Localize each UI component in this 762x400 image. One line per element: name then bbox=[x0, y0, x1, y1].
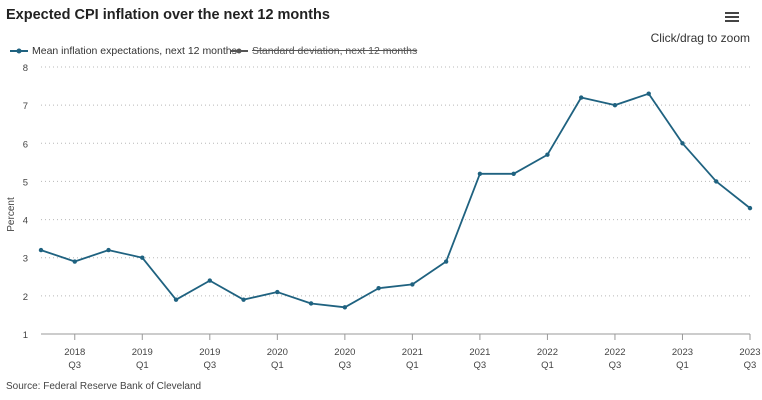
x-tick-year: 2020 bbox=[334, 347, 355, 358]
x-tick-quarter: Q3 bbox=[339, 360, 352, 371]
x-tick-year: 2021 bbox=[469, 347, 490, 358]
y-tick-label: 2 bbox=[23, 292, 28, 303]
hamburger-menu-icon[interactable] bbox=[722, 8, 742, 26]
legend-line-marker-icon bbox=[10, 48, 28, 54]
zoom-hint: Click/drag to zoom bbox=[650, 31, 750, 45]
series-line bbox=[40, 92, 751, 309]
x-tick-quarter: Q3 bbox=[474, 360, 487, 371]
data-point: 2023Q2: 5 bbox=[714, 179, 719, 184]
data-point: 2022Q4: 7.3 bbox=[646, 91, 651, 96]
data-point: 2020Q2: 1.8 bbox=[308, 301, 314, 306]
x-tick-year: 2023 bbox=[739, 347, 760, 358]
legend-label: Standard deviation, next 12 months bbox=[252, 45, 418, 57]
x-tick-quarter: Q3 bbox=[609, 360, 622, 371]
y-tick-label: 8 bbox=[23, 63, 28, 74]
x-tick-quarter: Q3 bbox=[68, 360, 81, 371]
data-point: 2019Q2: 1.9 bbox=[173, 297, 179, 302]
x-tick-year: 2019 bbox=[132, 347, 153, 358]
y-tick-label: 4 bbox=[23, 216, 28, 227]
y-tick-label: 1 bbox=[23, 330, 28, 341]
x-tick-quarter: Q1 bbox=[541, 360, 554, 371]
legend-line-marker-icon bbox=[230, 48, 248, 54]
y-tick-label: 7 bbox=[23, 101, 28, 112]
x-tick-quarter: Q3 bbox=[203, 360, 216, 371]
y-tick-label: 3 bbox=[23, 254, 28, 265]
x-tick-year: 2019 bbox=[199, 347, 220, 358]
data-point: 2018Q2: 3.2 bbox=[38, 247, 44, 253]
data-point: 2021Q4: 5.2 bbox=[511, 171, 516, 176]
x-tick-quarter: Q1 bbox=[136, 360, 149, 371]
x-tick-year: 2022 bbox=[537, 347, 558, 358]
x-tick-quarter: Q3 bbox=[744, 360, 757, 371]
legend-item-standard-deviation[interactable]: Standard deviation, next 12 months bbox=[230, 45, 417, 57]
data-point: 2018Q4: 3.2 bbox=[106, 247, 111, 253]
legend-item-mean-inflation[interactable]: Mean inflation expectations, next 12 mon… bbox=[10, 45, 237, 57]
y-tick-label: 6 bbox=[23, 139, 28, 150]
x-tick-year: 2018 bbox=[64, 347, 85, 358]
data-point: 2021Q2: 2.9 bbox=[443, 259, 449, 264]
x-tick-quarter: Q1 bbox=[676, 360, 689, 371]
x-tick-quarter: Q1 bbox=[406, 360, 419, 371]
y-tick-label: 5 bbox=[23, 177, 28, 188]
x-tick-year: 2021 bbox=[402, 347, 423, 358]
x-tick-quarter: Q1 bbox=[271, 360, 284, 371]
legend-label: Mean inflation expectations, next 12 mon… bbox=[32, 45, 237, 57]
source-credit: Source: Federal Reserve Bank of Clevelan… bbox=[6, 381, 202, 392]
x-tick-year: 2022 bbox=[604, 347, 625, 358]
y-axis-title: Percent bbox=[6, 197, 17, 232]
x-tick-year: 2023 bbox=[672, 347, 693, 358]
chart-title: Expected CPI inflation over the next 12 … bbox=[6, 7, 330, 23]
data-point: 2020Q4: 2.2 bbox=[376, 286, 381, 291]
data-point: 2022Q2: 7.2 bbox=[578, 95, 584, 100]
x-tick-year: 2020 bbox=[267, 347, 288, 358]
data-point: 2019Q4: 1.9 bbox=[241, 297, 246, 302]
